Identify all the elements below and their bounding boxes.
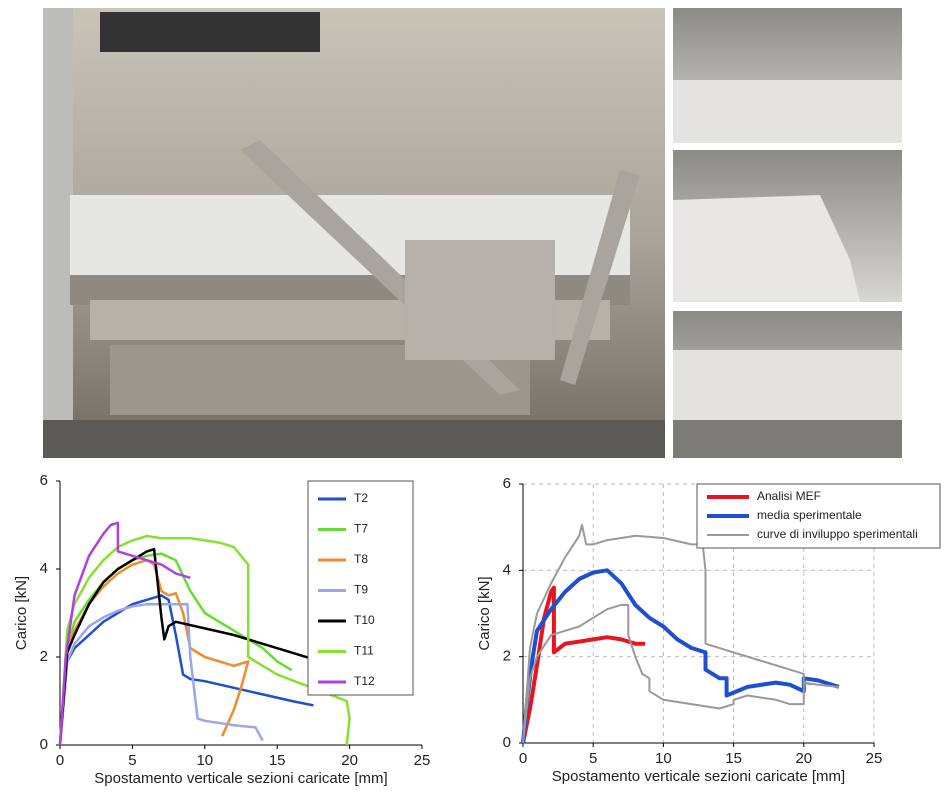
series-line (58, 521, 191, 746)
series-line (521, 585, 646, 744)
x-tick-label: 25 (866, 750, 883, 767)
legend-label: T9 (354, 583, 368, 597)
x-tick-label: 20 (341, 752, 358, 769)
legend-label: curve di inviluppo sperimentali (757, 527, 918, 541)
legend: Analisi MEF media sperimentale curve di in… (696, 483, 941, 549)
y-tick-label: 0 (503, 734, 511, 751)
x-axis-label: Spostamento verticale sezioni caricate [… (552, 768, 845, 785)
x-tick-label: 10 (196, 752, 213, 769)
x-tick-label: 10 (655, 750, 672, 767)
x-tick-label: 15 (725, 750, 742, 767)
legend-label: T10 (354, 613, 375, 627)
y-axis-label: Carico [kN] (13, 576, 30, 650)
y-tick-label: 2 (40, 648, 48, 665)
y-tick-label: 6 (40, 472, 48, 489)
series-line (58, 602, 264, 746)
series-line (58, 552, 293, 746)
legend-label: T11 (354, 644, 374, 658)
legend-box (307, 480, 414, 696)
series-line (58, 534, 351, 746)
legend-label: media sperimentale (757, 508, 862, 522)
legend-label: T8 (354, 552, 368, 566)
x-tick-label: 20 (795, 750, 812, 767)
x-tick-label: 0 (56, 752, 64, 769)
y-tick-label: 4 (503, 561, 511, 578)
y-tick-label: 4 (40, 560, 48, 577)
legend: T2 T7 T8 T9 T10 T11 T12 (307, 480, 414, 696)
series-line (522, 524, 840, 744)
series-line (521, 568, 840, 744)
legend-label: Analisi MEF (757, 489, 821, 503)
x-tick-label: 5 (128, 752, 136, 769)
x-tick-label: 5 (589, 750, 597, 767)
legend-label: T12 (354, 674, 375, 688)
y-tick-label: 0 (40, 736, 48, 753)
y-axis-label: Carico [kN] (476, 576, 493, 650)
x-axis-label: Spostamento verticale sezioni caricate [… (94, 770, 387, 787)
y-tick-label: 6 (503, 475, 511, 492)
legend-label: T2 (354, 491, 368, 505)
legend-label: T7 (354, 522, 368, 536)
photo-detail (673, 8, 902, 458)
x-tick-label: 15 (269, 752, 286, 769)
x-tick-label: 25 (414, 752, 431, 769)
series-line (58, 594, 314, 746)
photo-main (43, 8, 665, 458)
y-tick-label: 2 (503, 648, 511, 665)
series-line (58, 558, 250, 746)
x-tick-label: 0 (519, 750, 527, 767)
